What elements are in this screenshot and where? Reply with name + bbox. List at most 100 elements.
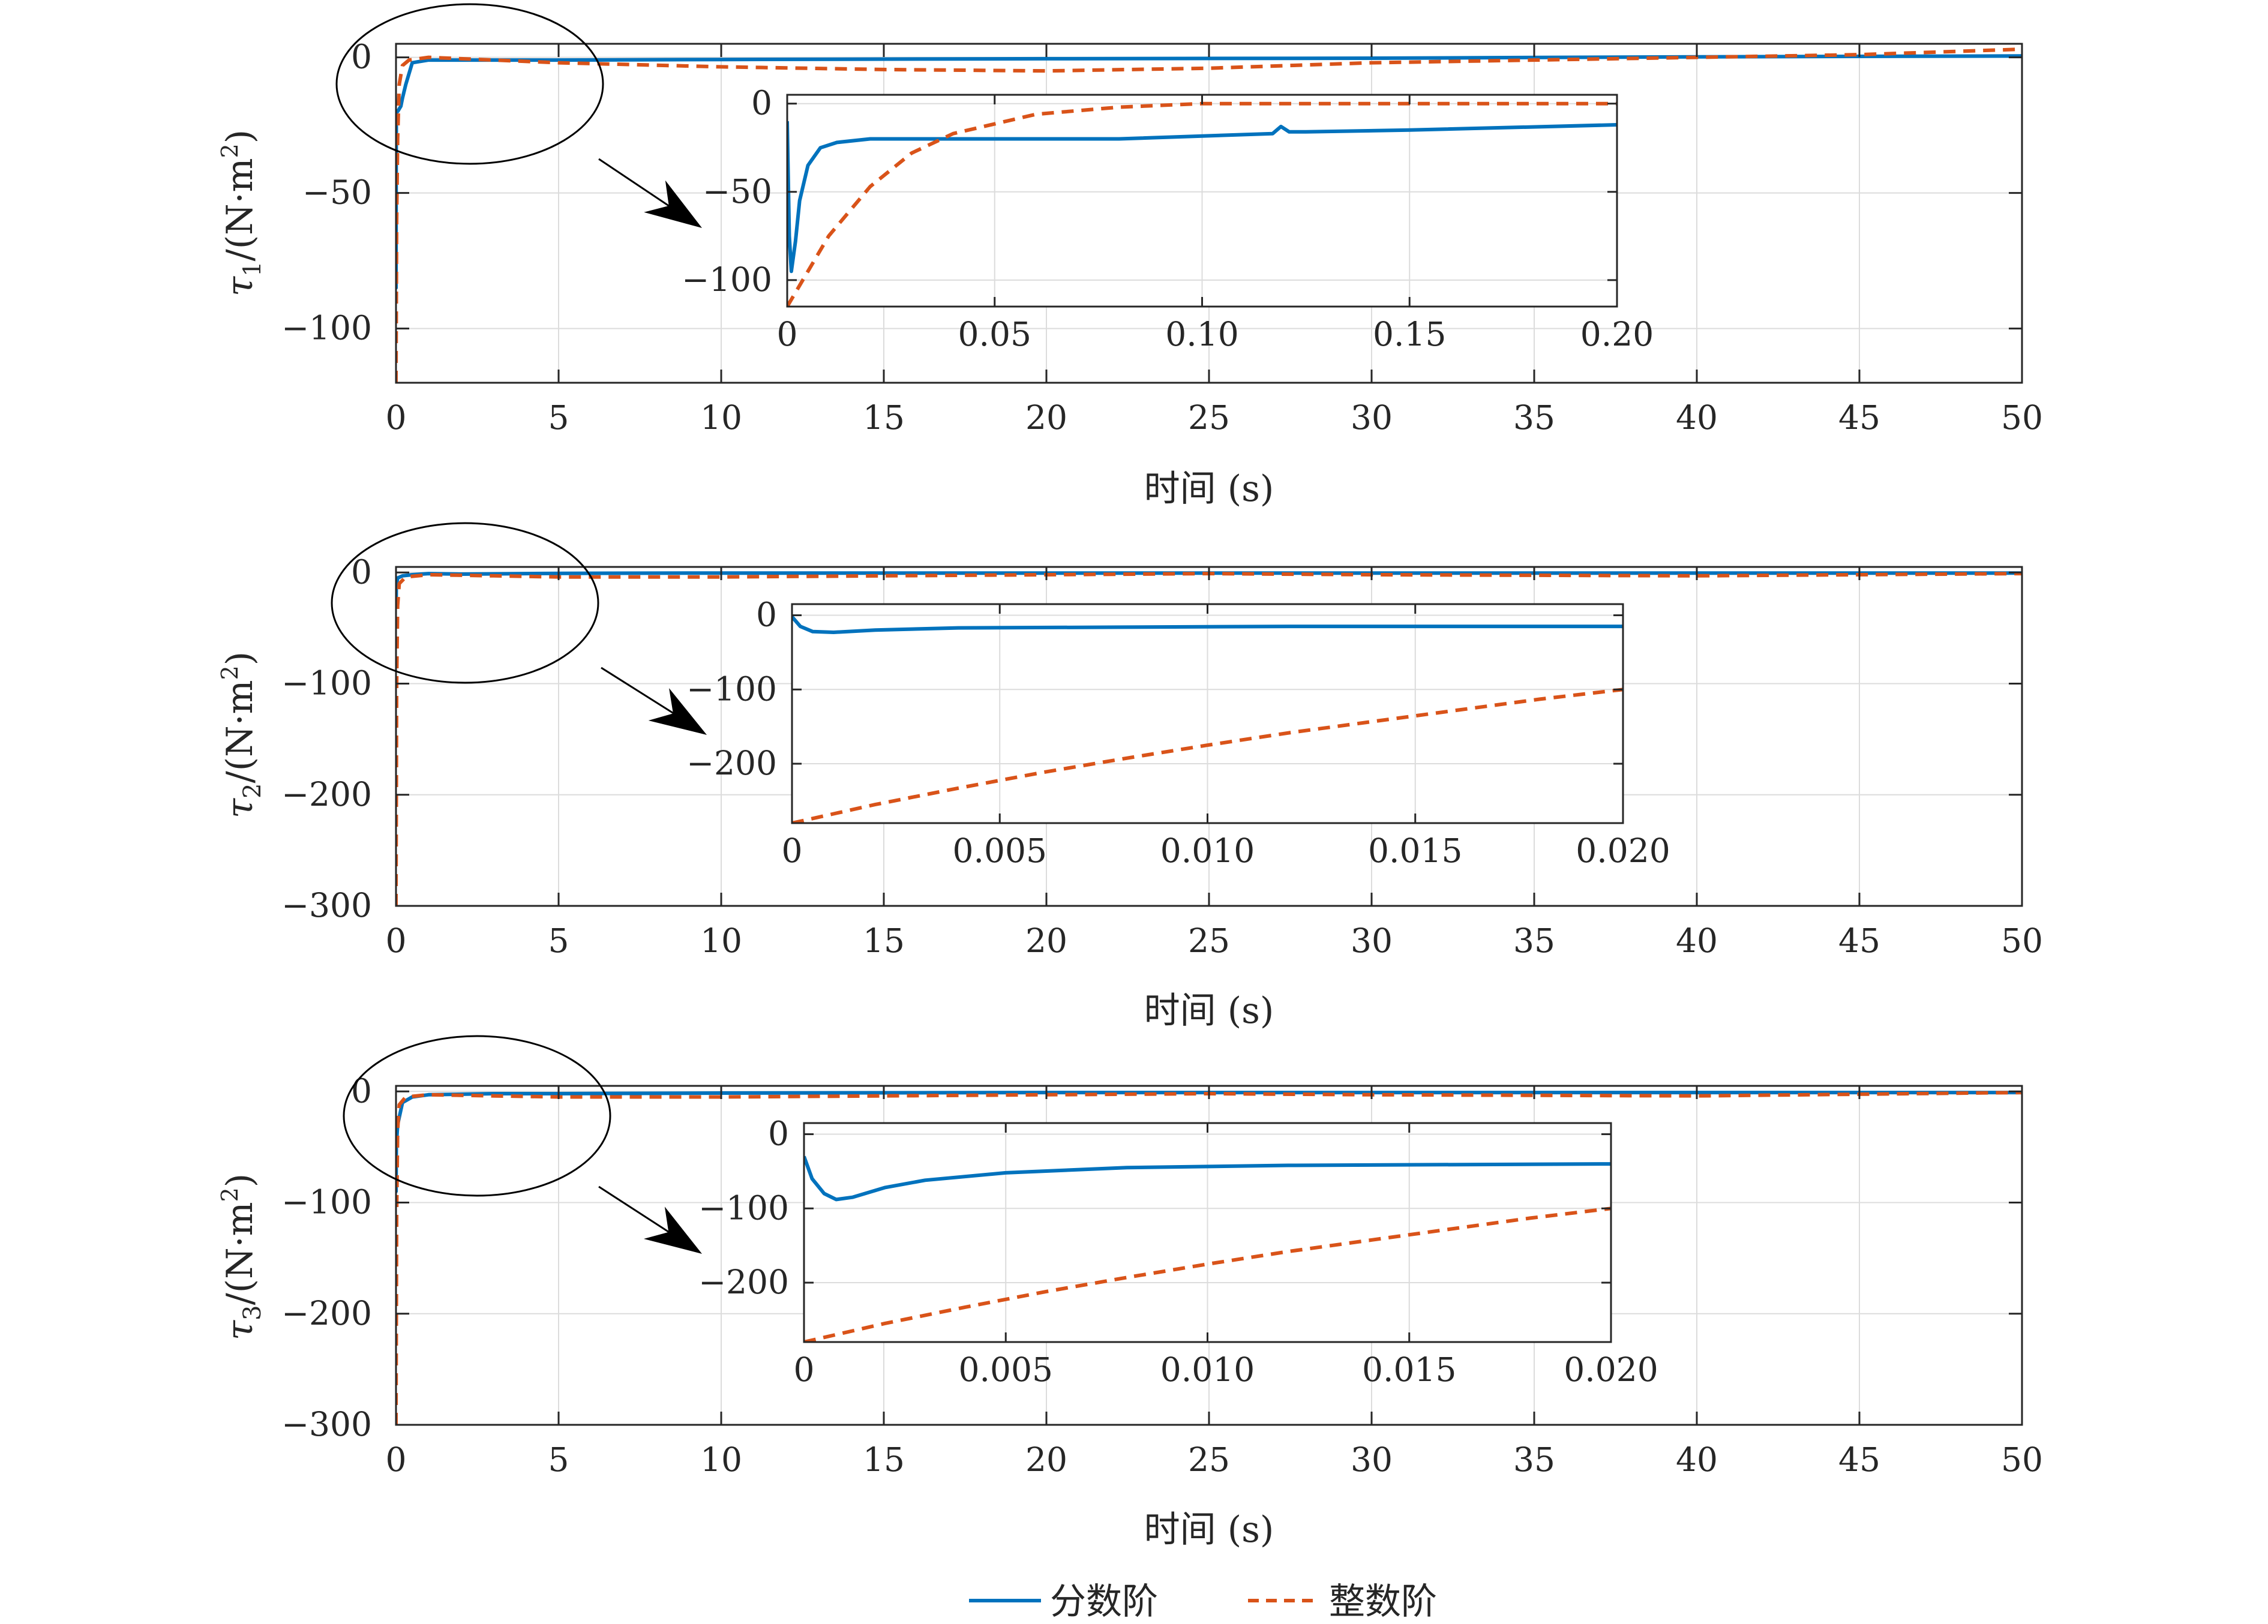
subplot-2-inset-ytick-label: 0 (756, 596, 777, 634)
subplot-1-xlabel: 时间 (s) (1144, 468, 1274, 510)
subplot-3-xtick-label: 45 (1838, 1440, 1880, 1479)
subplot-3-zoom-ellipse (343, 1035, 611, 1197)
ylabel-unit: /(N·m (219, 680, 261, 783)
subplot-1-inset-ytick-label: 0 (751, 84, 772, 122)
subplot-1-ylabel: τ1/(N·m2) (217, 130, 266, 296)
ylabel-unit: /(N·m (219, 158, 261, 261)
subplot-3-inset-series-integer (804, 1206, 1611, 1342)
subplot-1-inset-xtick-label: 0.10 (1165, 315, 1238, 353)
subplot-1-xtick-label: 40 (1676, 398, 1718, 437)
subplot-3-inset-series-fractional (804, 1155, 1611, 1202)
subplot-2-inset-series-integer (792, 688, 1623, 823)
ylabel-unit: /(N·m (219, 1202, 261, 1305)
subplot-3-inset-ytick-label: −100 (698, 1188, 789, 1227)
subplot-1-inset-xtick-label: 0 (777, 315, 798, 353)
ylabel-symbol: τ (219, 798, 261, 818)
subplot-1-ytick-label: −50 (302, 173, 372, 212)
subplot-3-zoom-arrowhead (643, 1206, 702, 1254)
legend-label-fractional: 分数阶 (1050, 1581, 1158, 1623)
subplot-2-xtick-label: 35 (1513, 921, 1555, 960)
subplot-2-xtick-label: 45 (1838, 921, 1880, 960)
subplot-2-inset-ytick-label: −200 (686, 744, 777, 782)
subplot-1-xtick-label: 10 (700, 398, 742, 437)
subplot-1-inset-series-fractional (787, 121, 1617, 274)
subplot-2-inset-ytick-label: −100 (686, 670, 777, 708)
ylabel-symbol: τ (219, 276, 261, 296)
subplot-1-xtick-label: 50 (2001, 398, 2043, 437)
subplot-1-inset-series-integer (787, 101, 1617, 307)
subplot-1-xtick-label: 0 (386, 398, 407, 437)
subplot-3-xtick-label: 25 (1188, 1440, 1230, 1479)
subplot-2-xtick-label: 20 (1025, 921, 1067, 960)
subplot-3-inset-xtick-label: 0 (794, 1350, 815, 1389)
subplot-1-xtick-label: 30 (1351, 398, 1393, 437)
subplot-2-inset-xtick-label: 0.010 (1160, 831, 1255, 870)
subplot-1-inset: 0 0.05 0.10 0.15 0.20 −100 −50 0 (682, 84, 1654, 353)
subplot-2-inset-xtick-label: 0.005 (953, 831, 1047, 870)
subplot-1-xtick-label: 20 (1025, 398, 1067, 437)
subplot-2-zoom-arrowhead (648, 688, 707, 735)
subplot-3-inset-xtick-label: 0.010 (1160, 1350, 1255, 1389)
subplot-2-xtick-label: 10 (700, 921, 742, 960)
ylabel-subscript: 3 (239, 1305, 266, 1320)
subplot-3-inset-ytick-label: −200 (698, 1263, 789, 1301)
subplot-3-ytick-label: 0 (351, 1071, 372, 1110)
subplot-1-xtick-label: 15 (863, 398, 905, 437)
subplot-3-ytick-label: −300 (281, 1405, 372, 1443)
subplot-2-ytick-label: −200 (281, 775, 372, 813)
subplot-2-xtick-label: 0 (386, 921, 407, 960)
subplot-3-ytick-label: −200 (281, 1294, 372, 1332)
subplot-2-xtick-label: 5 (548, 921, 569, 960)
subplot-1-xtick-label: 45 (1838, 398, 1880, 437)
subplot-3-inset-xtick-label: 0.005 (959, 1350, 1053, 1389)
subplot-1-inset-ytick-label: −50 (703, 172, 772, 211)
subplot-2-xtick-label: 25 (1188, 921, 1230, 960)
subplot-3-xtick-label: 15 (863, 1440, 905, 1479)
subplot-3-xtick-label: 20 (1025, 1440, 1067, 1479)
subplot-2-ytick-label: −300 (281, 886, 372, 924)
subplot-2-inset: 0 0.005 0.010 0.015 0.020 −200 −100 0 (686, 596, 1670, 870)
subplot-3-xtick-label: 30 (1351, 1440, 1393, 1479)
ylabel-superscript: 2 (217, 1187, 243, 1202)
subplot-2-inset-xtick-label: 0.015 (1368, 831, 1462, 870)
subplot-1-inset-ytick-label: −100 (682, 260, 772, 299)
ylabel-superscript: 2 (217, 665, 243, 680)
subplot-3-inset: 0 0.005 0.010 0.015 0.020 −200 −100 0 (698, 1115, 1658, 1389)
subplot-3-xtick-label: 50 (2001, 1440, 2043, 1479)
ylabel-close: ) (219, 130, 261, 143)
subplot-1-xtick-label: 35 (1513, 398, 1555, 437)
ylabel-symbol: τ (219, 1320, 261, 1340)
subplot-1-inset-xtick-label: 0.05 (958, 315, 1031, 353)
ylabel-subscript: 2 (239, 784, 266, 799)
subplot-2-inset-xtick-label: 0.020 (1576, 831, 1670, 870)
subplot-1-inset-xtick-label: 0.15 (1373, 315, 1446, 353)
subplot-2-xtick-label: 15 (863, 921, 905, 960)
legend-label-integer: 整数阶 (1329, 1581, 1437, 1623)
subplot-3-xtick-label: 35 (1513, 1440, 1555, 1479)
subplot-1-series-integer (396, 47, 2022, 383)
subplot-1-xtick-label: 5 (548, 398, 569, 437)
subplot-2-xtick-label: 50 (2001, 921, 2043, 960)
legend: 分数阶 整数阶 (969, 1581, 1437, 1623)
subplot-3-inset-ytick-label: 0 (768, 1115, 789, 1153)
subplot-3-xtick-label: 5 (548, 1440, 569, 1479)
subplot-2-ytick-label: −100 (281, 664, 372, 703)
subplot-3-xlabel: 时间 (s) (1144, 1509, 1274, 1551)
subplot-1-inset-xtick-label: 0.20 (1580, 315, 1654, 353)
subplot-3-inset-xtick-label: 0.020 (1564, 1350, 1658, 1389)
subplot-3-xtick-label: 0 (386, 1440, 407, 1479)
subplot-3-xtick-label: 40 (1676, 1440, 1718, 1479)
subplot-3-ytick-label: −100 (281, 1183, 372, 1221)
subplot-3-inset-xtick-label: 0.015 (1362, 1350, 1456, 1389)
subplot-2-inset-xtick-label: 0 (782, 831, 803, 870)
ylabel-close: ) (219, 652, 261, 665)
subplot-1-zoom-ellipse (335, 3, 604, 165)
subplot-2-ylabel: τ2/(N·m2) (217, 652, 266, 818)
ylabel-subscript: 1 (239, 262, 266, 277)
ylabel-superscript: 2 (217, 143, 243, 158)
